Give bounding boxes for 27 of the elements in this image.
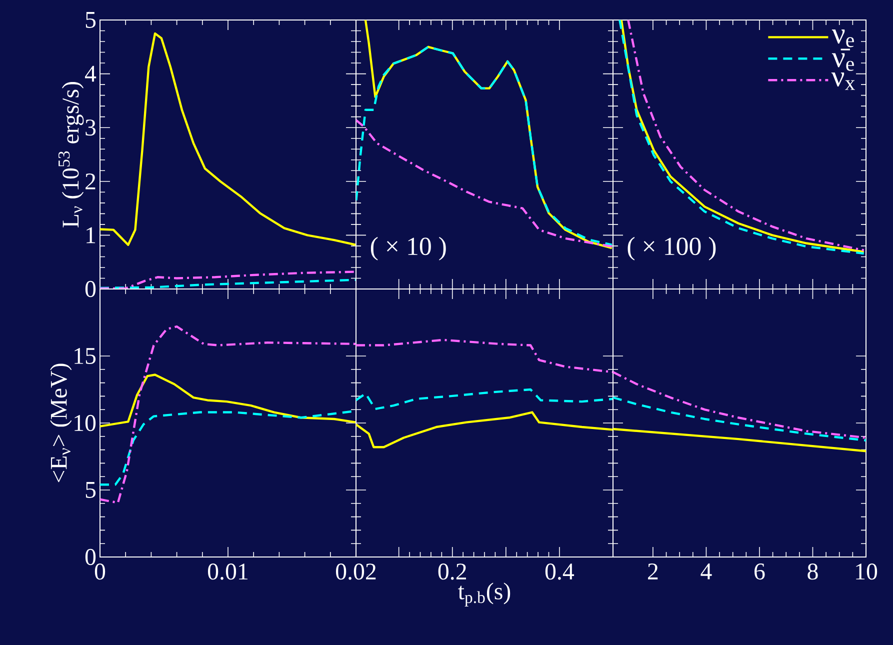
annotation: ( × 100 ): [628, 236, 716, 260]
y-tick-label: 10: [74, 414, 96, 432]
x-tick-label: 0.2: [438, 564, 466, 580]
y-axis-title: <E$_{ν}$> (MeV): [50, 364, 72, 482]
y-tick-label: 4: [84, 66, 96, 82]
x-tick-label: 10: [856, 564, 878, 580]
x-tick-label: 0.02: [336, 564, 376, 580]
y-tick-label: 0: [85, 548, 96, 566]
legend-label: ν̄$_{e}$: [832, 48, 854, 71]
x-tick-label: 2: [648, 564, 658, 580]
y-tick-label: 5: [86, 12, 96, 28]
x-axis-title: t$_{p.b}$(s): [458, 582, 510, 606]
x-tick-label: 4: [700, 564, 712, 580]
annotation: ( × 10 ): [370, 236, 446, 260]
y-axis-title: L$_{ν}$ (10$^{53}$ ergs/s): [58, 82, 84, 228]
x-tick-label: 8: [808, 564, 818, 580]
y-tick-label: 3: [86, 120, 96, 136]
y-tick-label: 1: [86, 227, 96, 244]
text: ν$_{e}$: [832, 30, 854, 48]
y-tick-label: 5: [86, 482, 96, 498]
x-tick-label: 6: [754, 564, 765, 580]
y-tick-label: 2: [86, 173, 96, 190]
x-tick-label: 0.01: [208, 564, 248, 580]
y-tick-label: 0: [85, 280, 96, 298]
x-tick-label: 0.4: [545, 564, 574, 580]
legend-label: ν$_{x}$: [831, 72, 856, 90]
y-tick-label: 15: [74, 348, 96, 364]
